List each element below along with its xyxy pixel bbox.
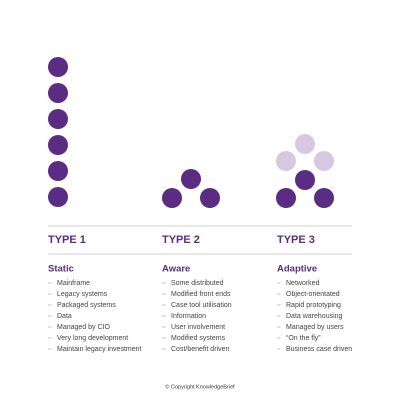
column-subtitle: Adaptive <box>277 264 317 275</box>
column-title: TYPE 2 <box>162 234 200 246</box>
list-item: Data warehousing <box>286 313 343 320</box>
list-item: Information <box>171 313 206 320</box>
column-subtitle: Static <box>48 264 74 275</box>
type2-icon <box>162 169 220 208</box>
list-item: Legacy systems <box>57 291 108 298</box>
type3-icon <box>276 134 334 208</box>
list-item: Managed by users <box>286 324 344 331</box>
list-item: “On the fly” <box>286 335 321 342</box>
list-item: Mainframe <box>57 280 90 287</box>
column-title: TYPE 3 <box>277 234 315 246</box>
list-item: Very long development <box>57 335 128 342</box>
type1-icon <box>48 57 68 207</box>
list-item: Some distributed <box>171 280 224 287</box>
list-item: Modified front ends <box>171 291 231 298</box>
list-item: Networked <box>286 280 320 287</box>
list-item: Business case driven <box>286 346 352 353</box>
column-subtitle: Aware <box>162 264 190 275</box>
list-item: Rapid prototyping <box>286 302 341 309</box>
list-item: Managed by CIO <box>57 324 110 331</box>
list-item: Packaged systems <box>57 302 116 309</box>
list-item: Data <box>57 313 72 320</box>
list-item: User involvement <box>171 324 225 331</box>
footer: © Copyright KnowledgeBrief <box>165 383 235 390</box>
list-item: Cost/benefit driven <box>171 346 229 353</box>
column-title: TYPE 1 <box>48 234 86 246</box>
list-item: Maintain legacy investment <box>57 346 141 353</box>
list-item: Case tool utilisation <box>171 302 232 309</box>
list-item: Object-orientated <box>286 291 340 298</box>
list-item: Modified systems <box>171 335 226 342</box>
